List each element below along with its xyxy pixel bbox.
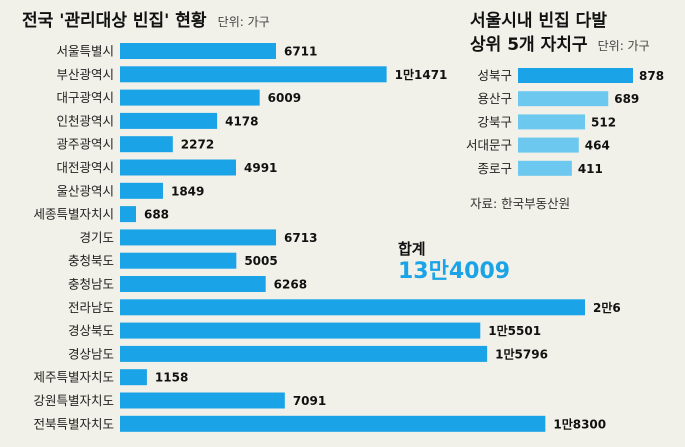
- main-category-label: 전북특별자치도: [33, 416, 114, 431]
- inset-bar: [518, 137, 579, 153]
- main-value-label: 1158: [155, 371, 188, 385]
- total-value: 13만4009: [398, 259, 510, 284]
- inset-value-label: 411: [578, 162, 603, 176]
- main-category-label: 대구광역시: [56, 90, 114, 105]
- main-value-label: 7091: [293, 394, 326, 408]
- main-bar: [120, 182, 163, 199]
- main-category-label: 경상남도: [68, 346, 114, 361]
- main-bar: [120, 369, 147, 386]
- source-note: 자료: 한국부동산원: [470, 196, 570, 211]
- inset-value-label: 878: [639, 69, 664, 83]
- main-value-label: 1만5796: [495, 346, 548, 361]
- inset-category-label: 성북구: [477, 68, 512, 83]
- main-bar: [120, 66, 387, 83]
- main-category-label: 경기도: [79, 230, 114, 245]
- main-bar: [120, 299, 585, 316]
- main-bar: [120, 345, 488, 362]
- main-bar: [120, 206, 136, 223]
- inset-bar: [518, 160, 572, 176]
- main-category-label: 서울특별시: [56, 44, 114, 59]
- main-bar: [120, 252, 237, 269]
- inset-value-label: 512: [591, 115, 616, 129]
- inset-bar-group: 성북구 878 용산구 689 강북구 512 서대문구 464 종로구 411: [466, 68, 664, 176]
- main-value-label: 688: [144, 208, 169, 222]
- main-chart-unit: 단위: 가구: [218, 15, 270, 29]
- inset-value-label: 464: [585, 139, 610, 153]
- main-bar: [120, 136, 173, 153]
- main-category-label: 전라남도: [68, 300, 114, 315]
- main-category-label: 울산광역시: [56, 183, 114, 198]
- inset-category-label: 서대문구: [466, 138, 512, 153]
- main-bar: [120, 415, 546, 432]
- main-bar: [120, 392, 285, 409]
- main-category-label: 광주광역시: [56, 137, 114, 152]
- main-bar: [120, 229, 277, 246]
- inset-bar: [518, 114, 586, 130]
- inset-category-label: 강북구: [477, 114, 512, 129]
- main-value-label: 1만5501: [488, 323, 541, 338]
- main-category-label: 대전광역시: [56, 160, 114, 175]
- inset-category-label: 종로구: [477, 161, 512, 176]
- main-value-label: 6713: [284, 231, 317, 245]
- main-category-label: 부산광역시: [56, 67, 114, 82]
- main-chart-title: 전국 '관리대상 빈집' 현황: [22, 11, 207, 31]
- main-bar: [120, 112, 218, 129]
- inset-chart-title-line-2: 상위 5개 자치구: [470, 35, 588, 55]
- inset-chart-unit: 단위: 가구: [598, 39, 650, 53]
- main-category-label: 인천광역시: [56, 113, 114, 128]
- main-value-label: 6268: [274, 278, 307, 292]
- main-category-label: 충청남도: [68, 277, 114, 292]
- main-value-label: 1849: [171, 184, 204, 198]
- main-value-label: 6009: [268, 91, 301, 105]
- main-value-label: 2만6: [593, 300, 621, 315]
- inset-bar: [518, 91, 609, 107]
- main-bar: [120, 89, 260, 106]
- inset-category-label: 용산구: [477, 91, 512, 106]
- svg-text:상위 5개 자치구 단위: 가구: 상위 5개 자치구 단위: 가구: [470, 35, 650, 55]
- main-category-label: 충청북도: [68, 253, 114, 268]
- main-category-label: 경상북도: [68, 323, 114, 338]
- main-bar: [120, 322, 481, 339]
- main-value-label: 2272: [181, 138, 214, 152]
- main-category-label: 제주특별자치도: [33, 370, 114, 385]
- inset-value-label: 689: [614, 92, 639, 106]
- inset-bar: [518, 68, 633, 83]
- main-bar: [120, 43, 276, 59]
- svg-text:전국 '관리대상 빈집' 현황 단위: 가구: 전국 '관리대상 빈집' 현황 단위: 가구: [22, 11, 270, 31]
- total-label: 합계: [398, 240, 426, 258]
- main-value-label: 1만1471: [395, 67, 448, 82]
- main-value-label: 6711: [284, 45, 317, 59]
- main-bar: [120, 159, 237, 176]
- main-category-label: 세종특별자치시: [33, 207, 114, 222]
- main-value-label: 4991: [244, 161, 277, 175]
- main-bar: [120, 276, 266, 292]
- inset-chart-title-line-1: 서울시내 빈집 다발: [470, 11, 607, 31]
- main-value-label: 1만8300: [553, 416, 606, 431]
- main-bar-group: 서울특별시 6711 부산광역시 1만1471 대구광역시 6009 인천광역시 4178 광주…: [33, 43, 621, 432]
- main-value-label: 4178: [225, 114, 258, 128]
- main-category-label: 강원특별자치도: [33, 393, 114, 408]
- main-value-label: 5005: [244, 254, 277, 268]
